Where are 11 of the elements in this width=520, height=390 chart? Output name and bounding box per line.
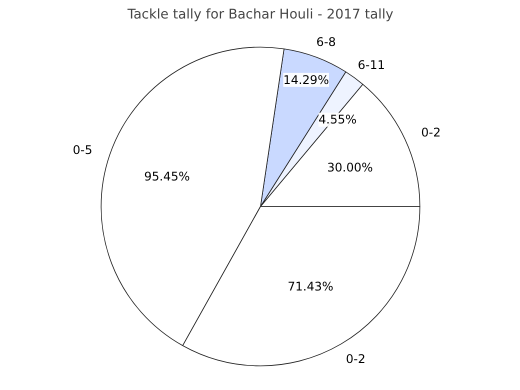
chart-title: Tackle tally for Bachar Houli - 2017 tally	[126, 8, 394, 22]
slice-label: 6-11	[358, 58, 386, 72]
data-label: 71.43%	[288, 279, 334, 294]
slice-label: 6-8	[316, 35, 336, 50]
slice-label: 0-2	[421, 126, 441, 140]
data-label: 14.29%	[283, 72, 329, 87]
data-label: 30.00%	[327, 160, 373, 174]
data-label: 4.55%	[318, 112, 357, 127]
slice-label: 0-2	[346, 352, 366, 366]
slice-label: 0-5	[72, 143, 92, 158]
data-label: 95.45%	[144, 170, 190, 184]
